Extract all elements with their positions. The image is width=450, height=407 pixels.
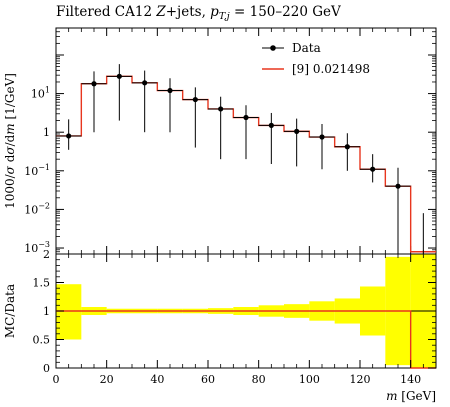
data-point	[294, 128, 300, 134]
data-point	[268, 122, 274, 129]
legend-data-marker	[270, 45, 276, 51]
x-tick-label: 140	[400, 373, 421, 386]
data-point	[395, 183, 401, 189]
ratio-y-tick-label: 0	[43, 362, 50, 375]
x-tick-label: 100	[299, 373, 320, 386]
ratio-y-tick-label: 1	[43, 305, 50, 318]
main-panel: 101 1 10−1 10−2 10−3 Data [9] 0.021498 1000/σ d…	[3, 27, 437, 255]
x-tick-label: 0	[53, 373, 60, 386]
data-point	[218, 106, 224, 112]
data-point	[116, 73, 122, 79]
data-point	[167, 87, 173, 94]
ratio-y-tick-label: 0.5	[33, 334, 51, 347]
data-point	[319, 134, 325, 140]
x-tick-label: 60	[201, 373, 215, 386]
ratio-y-tick-label: 2	[43, 248, 50, 261]
data-point	[91, 81, 97, 87]
y-tick-label: 10−2	[24, 201, 50, 216]
y-tick-label: 10−3	[24, 240, 50, 255]
data-point	[344, 144, 350, 150]
chart-title: Filtered CA12 Z+jets, pT,j = 150–220 GeV	[56, 4, 341, 22]
data-point	[370, 166, 376, 172]
y-tick-label: 10−1	[24, 163, 50, 178]
data-point	[192, 96, 198, 103]
data-point	[66, 133, 72, 139]
y-axis-label: 1000/σ dσ/dm [1/GeV]	[3, 73, 17, 209]
ratio-y-axis-label: MC/Data	[3, 284, 17, 338]
x-tick-label: 20	[100, 373, 114, 386]
data-point	[243, 114, 249, 121]
mc-step-line	[56, 75, 436, 253]
ratio-mc-line	[56, 310, 436, 369]
x-tick-label: 80	[252, 373, 266, 386]
legend-label-data: Data	[292, 41, 321, 55]
ratio-uncertainty-band	[56, 284, 82, 340]
x-tick-label: 120	[350, 373, 371, 386]
y-tick-label: 101	[31, 86, 50, 101]
x-axis-label: m [GeV]	[386, 389, 436, 403]
ratio-y-tick-label: 1.5	[33, 277, 51, 290]
data-point	[142, 80, 148, 86]
legend-label-mc: [9] 0.021498	[292, 62, 370, 76]
y-tick-label: 1	[43, 126, 50, 139]
x-tick-label: 40	[150, 373, 164, 386]
